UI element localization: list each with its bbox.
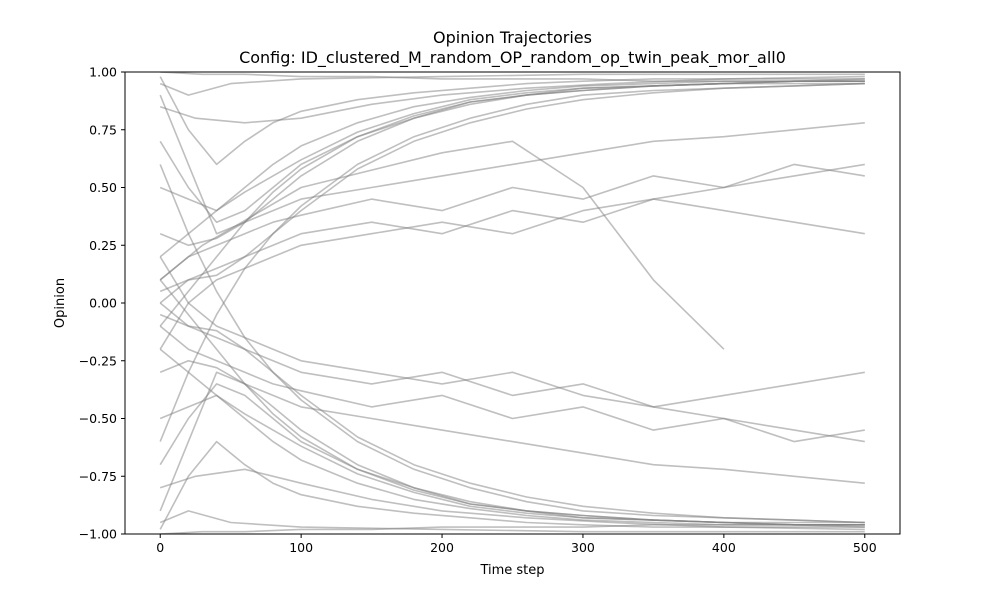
x-axis: 0 100 200 300 400 500 xyxy=(156,534,877,555)
trajectory-line xyxy=(159,468,865,531)
chart-subtitle: Config: ID_clustered_M_random_OP_random_… xyxy=(239,48,786,68)
trajectory-line xyxy=(159,510,865,533)
trajectory-line xyxy=(159,440,865,530)
x-tick-label: 400 xyxy=(712,540,736,555)
x-tick-label: 500 xyxy=(853,540,877,555)
y-tick-label: −1.00 xyxy=(79,527,117,542)
series-layer xyxy=(159,72,865,534)
x-axis-label: Time step xyxy=(479,563,544,578)
trajectory-line xyxy=(159,163,865,281)
y-tick-label: −0.50 xyxy=(79,411,117,426)
trajectory-line xyxy=(159,80,865,212)
trajectory-line xyxy=(159,394,865,526)
trajectory-line xyxy=(159,122,865,247)
trajectory-line xyxy=(159,302,865,524)
trajectory-line xyxy=(159,164,865,524)
trajectory-line xyxy=(159,82,865,304)
trajectory-line xyxy=(160,524,865,534)
trajectory-line xyxy=(159,140,725,350)
y-tick-label: 0.75 xyxy=(89,122,117,137)
trajectory-line xyxy=(159,163,865,350)
trajectory-line xyxy=(160,72,865,82)
trajectory-line xyxy=(159,256,865,443)
trajectory-line xyxy=(159,76,865,166)
x-tick-label: 0 xyxy=(156,540,164,555)
x-tick-label: 100 xyxy=(289,540,313,555)
chart-title: Opinion Trajectories xyxy=(433,28,592,47)
x-tick-label: 300 xyxy=(571,540,595,555)
y-tick-label: 1.00 xyxy=(89,65,117,80)
trajectory-line xyxy=(159,325,865,443)
trajectory-line xyxy=(159,78,865,223)
trajectory-line xyxy=(159,383,865,528)
y-axis-label: Opinion xyxy=(53,278,68,328)
y-tick-label: 0.00 xyxy=(89,296,117,311)
trajectory-line xyxy=(159,360,865,484)
trajectory-line xyxy=(159,73,865,96)
trajectory-line xyxy=(159,75,865,124)
y-tick-label: −0.75 xyxy=(79,469,117,484)
x-tick-label: 200 xyxy=(430,540,454,555)
y-axis: −1.00 −0.75 −0.50 −0.25 0.00 0.25 0.50 0.75 1.00 xyxy=(79,65,125,542)
y-tick-label: 0.50 xyxy=(89,180,117,195)
trajectory-line xyxy=(159,82,865,442)
y-tick-label: 0.25 xyxy=(89,238,117,253)
y-tick-label: −0.25 xyxy=(79,353,117,368)
trajectory-line xyxy=(159,80,865,258)
